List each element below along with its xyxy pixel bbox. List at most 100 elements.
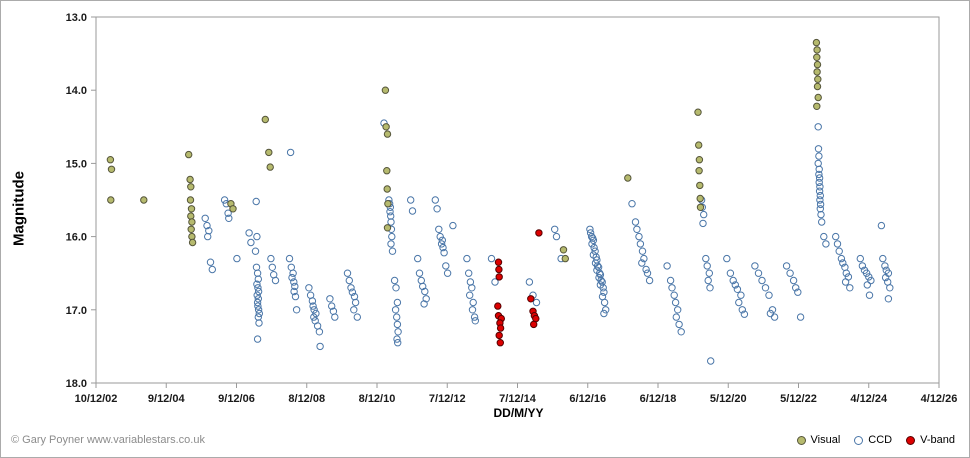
data-point-visual [383, 130, 392, 138]
data-point-ccd [796, 313, 805, 321]
data-point-ccd [291, 292, 300, 301]
data-point-ccd [814, 145, 823, 153]
data-point-visual [107, 165, 116, 174]
data-point-ccd [814, 123, 822, 131]
data-point-ccd [469, 298, 477, 307]
data-point-ccd [551, 225, 559, 234]
data-point-ccd [738, 306, 746, 314]
data-point-ccd [393, 320, 402, 329]
data-point-ccd [816, 183, 824, 191]
x-tick-label: 8/12/08 [288, 393, 325, 405]
data-point-ccd [468, 306, 477, 314]
data-point-ccd [865, 273, 873, 281]
data-point-ccd [408, 207, 417, 215]
data-point-ccd [786, 269, 794, 277]
ccd-marker-icon [854, 435, 864, 445]
data-point-ccd [440, 249, 448, 257]
data-point-visual [187, 212, 195, 220]
data-point-ccd [886, 284, 894, 292]
data-point-ccd [707, 357, 715, 365]
y-tick-label: 13.0 [66, 12, 87, 24]
data-point-ccd [671, 298, 680, 307]
data-point-visual [695, 141, 703, 149]
data-point-ccd [387, 240, 395, 248]
y-axis-title: Magnitude [10, 171, 28, 246]
data-point-visual [261, 115, 269, 124]
data-point-ccd [420, 300, 428, 308]
data-point-ccd [858, 262, 867, 270]
data-point-ccd [253, 269, 262, 277]
data-point-visual [561, 254, 569, 263]
data-point-ccd [288, 273, 296, 282]
data-point-ccd [331, 313, 339, 321]
y-tick-label: 14.0 [66, 85, 87, 97]
data-point-ccd [254, 284, 262, 292]
data-point-ccd [407, 196, 415, 204]
data-point-ccd [865, 291, 874, 299]
data-point-ccd [203, 221, 211, 230]
data-point-ccd [254, 306, 263, 314]
data-point-ccd [815, 178, 823, 187]
data-point-ccd [422, 295, 430, 303]
data-point-ccd [792, 284, 800, 292]
data-point-ccd [552, 232, 561, 241]
data-point-visual [813, 102, 821, 111]
data-point-ccd [833, 240, 842, 248]
data-point-ccd [737, 291, 745, 299]
data-point-ccd [439, 243, 447, 252]
data-point-ccd [633, 225, 641, 234]
data-point-ccd [394, 328, 402, 336]
data-point-ccd [220, 196, 229, 204]
data-point-ccd [253, 291, 261, 299]
data-point-ccd [729, 276, 737, 285]
data-point-v-band [494, 302, 502, 310]
data-point-ccd [588, 240, 596, 248]
data-point-ccd [525, 278, 534, 286]
data-point-ccd [881, 262, 889, 270]
data-point-ccd [668, 284, 676, 292]
data-point-ccd [835, 247, 843, 255]
data-point-visual [383, 185, 391, 193]
legend-item-visual: Visual [796, 434, 840, 446]
data-point-ccd [436, 232, 444, 241]
data-point-ccd [740, 310, 749, 318]
x-tick-label: 5/12/22 [780, 393, 817, 405]
data-point-ccd [816, 196, 824, 204]
legend-label-vband: V-band [920, 434, 955, 446]
data-point-ccd [600, 288, 608, 296]
data-point-ccd [590, 243, 598, 252]
x-tick-label: 6/12/18 [640, 393, 677, 405]
data-point-ccd [268, 263, 276, 271]
data-point-ccd [794, 288, 802, 296]
data-point-ccd [599, 284, 607, 292]
data-point-ccd [449, 221, 457, 230]
copyright-text: © Gary Poyner www.variablestars.co.uk [11, 434, 205, 446]
data-point-ccd [587, 232, 596, 241]
data-point-ccd [271, 276, 280, 285]
data-point-ccd [856, 254, 864, 263]
data-point-ccd [351, 298, 360, 307]
data-point-visual [694, 108, 702, 116]
data-point-ccd [393, 335, 401, 343]
data-point-ccd [814, 159, 822, 168]
data-point-ccd [254, 295, 262, 303]
data-point-ccd [768, 306, 777, 314]
data-point-ccd [290, 278, 298, 286]
data-point-ccd [666, 276, 675, 285]
data-point-ccd [602, 306, 610, 314]
y-tick-label: 18.0 [66, 378, 87, 390]
data-point-ccd [466, 291, 474, 299]
data-point-ccd [487, 254, 496, 263]
data-point-ccd [312, 309, 320, 318]
data-point-ccd [877, 221, 886, 230]
data-point-ccd [419, 282, 427, 291]
data-point-ccd [353, 313, 361, 321]
data-point-ccd [252, 263, 261, 271]
data-point-ccd [832, 232, 840, 241]
data-point-ccd [586, 225, 594, 234]
data-point-ccd [704, 276, 712, 285]
data-point-visual [265, 148, 273, 157]
data-point-visual [188, 238, 197, 247]
data-point-visual [814, 93, 822, 102]
data-point-ccd [254, 302, 262, 310]
